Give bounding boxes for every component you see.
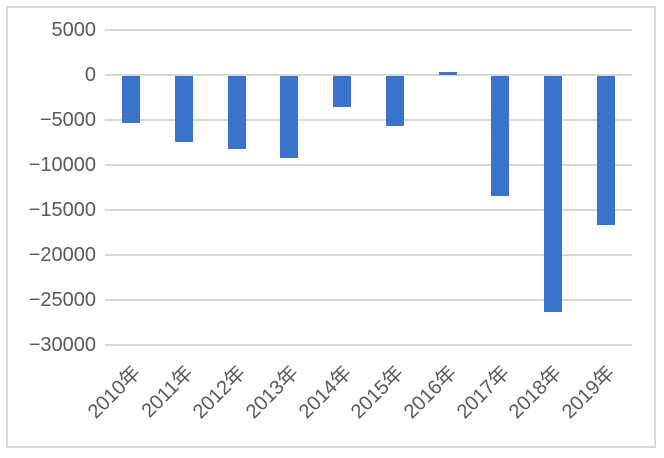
bar-2016年 [438, 72, 457, 75]
bar-2013年 [280, 76, 299, 158]
bar-2012年 [227, 76, 246, 149]
y-axis-tick-label: 0 [84, 64, 96, 86]
y-gridline [105, 209, 632, 211]
y-gridline [105, 29, 632, 31]
y-gridline [105, 254, 632, 256]
y-gridline [105, 119, 632, 121]
y-axis-tick-label: −25000 [28, 289, 96, 311]
bar-2019年 [596, 76, 615, 226]
y-gridline [105, 74, 632, 76]
y-gridline [105, 344, 632, 346]
y-axis-tick-label: −30000 [28, 334, 96, 356]
bar-2010年 [122, 76, 141, 123]
y-axis-tick-label: −10000 [28, 154, 96, 176]
bar-2011年 [175, 76, 194, 142]
y-gridline [105, 164, 632, 166]
y-gridline [105, 299, 632, 301]
y-axis-tick-label: 5000 [51, 19, 97, 41]
y-axis-tick-label: −5000 [39, 109, 96, 131]
bar-2015年 [385, 76, 404, 127]
bar-2017年 [491, 76, 510, 196]
bar-2014年 [333, 76, 352, 107]
y-axis-tick-label: −15000 [28, 199, 96, 221]
bar-2018年 [543, 76, 562, 312]
y-axis-tick-label: −20000 [28, 244, 96, 266]
